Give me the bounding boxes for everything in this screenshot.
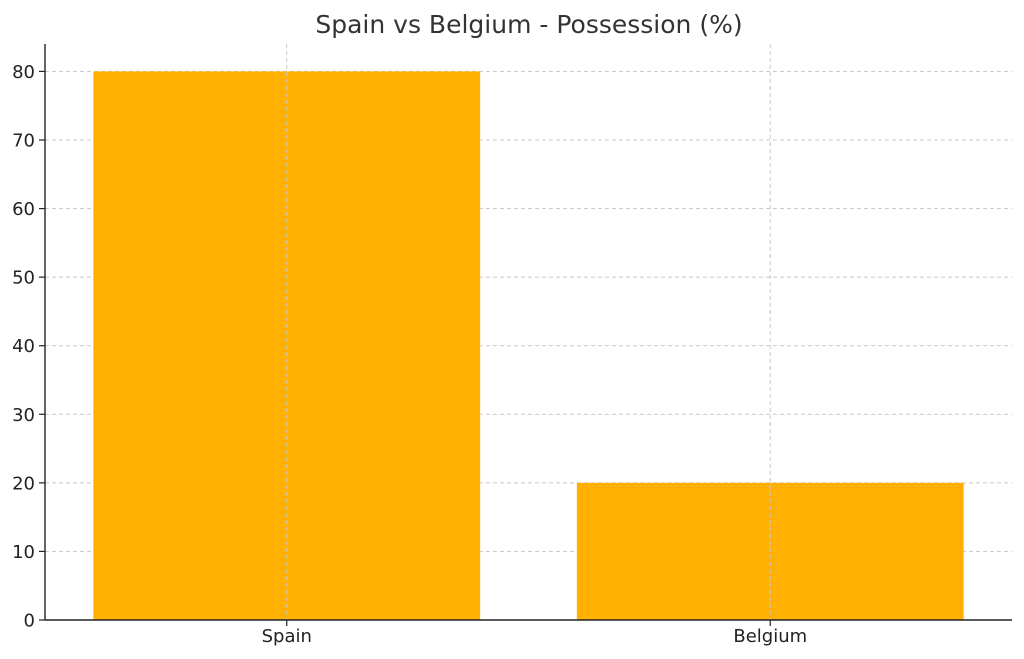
y-tick-label: 10: [12, 542, 35, 563]
y-tick-label: 50: [12, 268, 35, 289]
y-tick-label: 0: [24, 611, 35, 632]
y-ticks: 0 10 20 30 40 50 60 70 80: [12, 62, 45, 632]
y-tick-label: 60: [12, 199, 35, 220]
chart-title: Spain vs Belgium - Possession (%): [315, 10, 742, 39]
x-tick-label: Belgium: [733, 626, 807, 647]
y-tick-label: 80: [12, 62, 35, 83]
y-tick-label: 30: [12, 405, 35, 426]
x-ticks: Spain Belgium: [262, 620, 807, 647]
y-tick-label: 70: [12, 131, 35, 152]
y-tick-label: 40: [12, 336, 35, 357]
x-tick-label: Spain: [262, 626, 312, 647]
y-tick-label: 20: [12, 473, 35, 494]
vertical-grid: [286, 44, 771, 620]
